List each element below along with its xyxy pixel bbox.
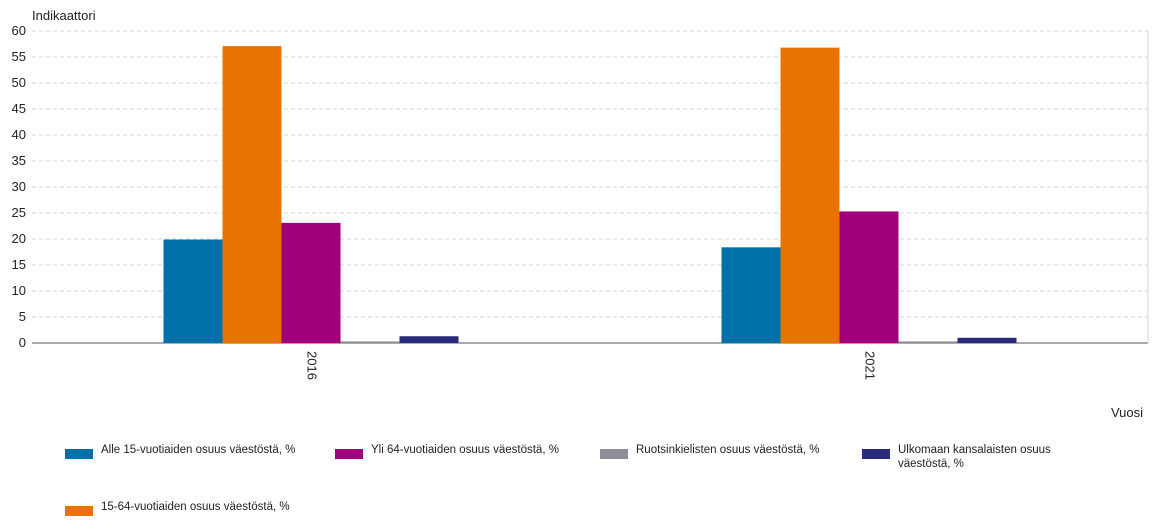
y-axis-title: Indikaattori (32, 8, 96, 23)
legend-item: 15-64-vuotiaiden osuus väestöstä, % (65, 500, 301, 516)
x-tick-label: 2021 (863, 351, 878, 380)
legend-swatch (335, 449, 363, 459)
legend-swatch (65, 506, 93, 516)
legend-label: Ruotsinkielisten osuus väestöstä, % (636, 444, 820, 456)
y-tick-label: 5 (19, 309, 26, 324)
legend-swatch (600, 449, 628, 459)
bar-chart: 0 5 10 15 20 25 30 35 40 45 50 55 60 2016 2021 (12, 23, 1149, 380)
y-tick-label: 20 (12, 231, 26, 246)
y-tick-label: 55 (12, 49, 26, 64)
legend-label: Ulkomaan kansalaisten osuus väestöstä, % (898, 444, 1051, 470)
bar (340, 341, 400, 343)
bar (839, 211, 899, 343)
bar (957, 337, 1017, 343)
bar (780, 47, 840, 343)
legend-item: Yli 64-vuotiaiden osuus väestöstä, % (335, 443, 571, 459)
bar (222, 46, 282, 344)
x-tick-label: 2016 (305, 351, 320, 380)
legend-item: Ulkomaan kansalaisten osuus väestöstä, % (862, 443, 1098, 471)
y-tick-label: 45 (12, 101, 26, 116)
y-tick-label: 35 (12, 153, 26, 168)
y-tick-label: 50 (12, 75, 26, 90)
legend-label: 15-64-vuotiaiden osuus väestöstä, % (101, 501, 290, 513)
legend-label: Yli 64-vuotiaiden osuus väestöstä, % (371, 444, 559, 456)
x-axis-title: Vuosi (1110, 405, 1143, 420)
y-tick-label: 60 (12, 23, 26, 38)
y-tick-label: 30 (12, 179, 26, 194)
y-tick-label: 40 (12, 127, 26, 142)
bar (399, 336, 459, 343)
bar (281, 222, 341, 343)
y-tick-label: 10 (12, 283, 26, 298)
legend-label: Alle 15-vuotiaiden osuus väestöstä, % (101, 444, 296, 456)
legend-swatch (862, 449, 890, 459)
bar (898, 341, 958, 343)
y-tick-label: 15 (12, 257, 26, 272)
legend-item: Alle 15-vuotiaiden osuus väestöstä, % (65, 443, 301, 459)
bar (163, 239, 223, 343)
legend-swatch (65, 449, 93, 459)
y-tick-label: 25 (12, 205, 26, 220)
legend-item: Ruotsinkielisten osuus väestöstä, % (600, 443, 836, 459)
bar (721, 247, 781, 343)
y-tick-label: 0 (19, 335, 26, 350)
